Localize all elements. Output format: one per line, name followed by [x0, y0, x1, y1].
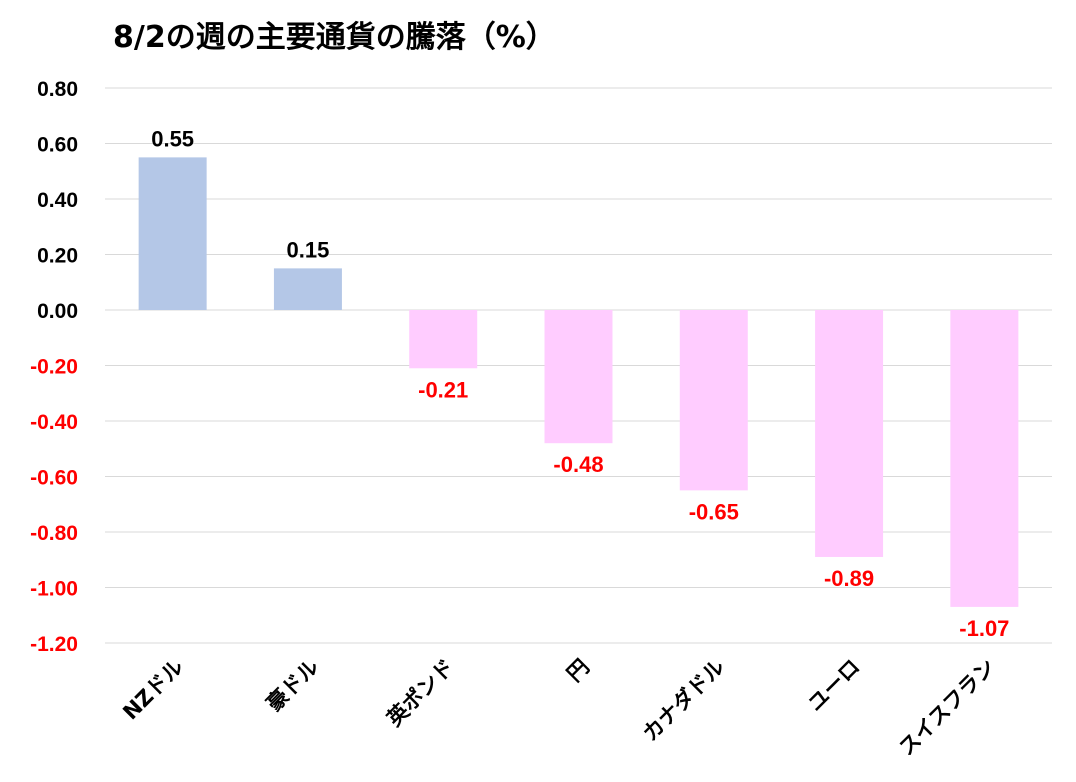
bar — [815, 310, 884, 557]
data-label: -1.07 — [959, 616, 1009, 641]
x-axis-ticks: NZドル 豪ドル 英ポンド 円 カナダドル ユーロ スイスフラン — [118, 655, 1000, 761]
y-tick-label: 0.60 — [37, 134, 78, 157]
data-label: 0.15 — [287, 237, 330, 262]
bar — [544, 310, 613, 444]
y-tick-label: 0.40 — [37, 189, 78, 212]
y-tick-label: -0.20 — [30, 356, 78, 379]
x-tick-label: 円 — [562, 655, 594, 687]
x-tick-label: 豪ドル — [262, 655, 324, 717]
y-tick-label: -0.60 — [30, 467, 78, 490]
data-label: -0.21 — [418, 377, 468, 402]
bar — [138, 157, 207, 310]
bars — [138, 157, 1019, 607]
x-tick-label: カナダドル — [638, 655, 729, 746]
bar — [409, 310, 478, 369]
bar — [950, 310, 1019, 607]
x-tick-label: ユーロ — [803, 655, 865, 717]
x-tick-label: 英ポンド — [382, 655, 458, 731]
x-tick-label: NZドル — [118, 655, 188, 725]
data-label: -0.89 — [824, 566, 874, 591]
data-label: -0.48 — [553, 452, 603, 477]
data-label: -0.65 — [689, 499, 739, 524]
chart-title: 8/2の週の主要通貨の騰落（%） — [113, 20, 556, 55]
x-tick-label: スイスフラン — [894, 655, 1000, 761]
y-tick-label: -0.80 — [30, 522, 78, 545]
data-labels: 0.55 0.15 -0.21 -0.48 -0.65 -0.89 -1.07 — [151, 126, 1009, 641]
y-tick-label: -1.00 — [30, 578, 78, 601]
data-label: 0.55 — [151, 126, 194, 151]
y-tick-label: 0.80 — [37, 78, 78, 101]
bar — [679, 310, 748, 491]
y-axis-ticks: 0.80 0.60 0.40 0.20 0.00 -0.20 -0.40 -0.60 -0.80… — [30, 78, 78, 656]
y-tick-label: 0.00 — [37, 300, 78, 323]
y-tick-label: -0.40 — [30, 411, 78, 434]
y-tick-label: -1.20 — [30, 633, 78, 656]
y-tick-label: 0.20 — [37, 245, 78, 268]
bar — [273, 268, 342, 310]
